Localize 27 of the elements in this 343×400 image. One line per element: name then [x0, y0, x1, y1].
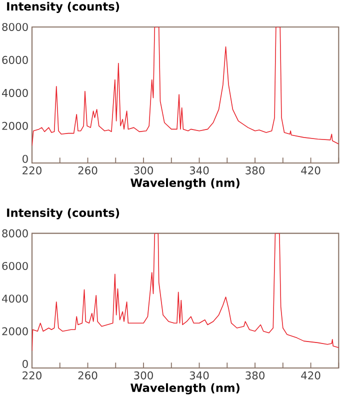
- line-series: [32, 26, 339, 146]
- x-tick-label: 300: [134, 371, 153, 380]
- x-tick-label: 340: [190, 371, 209, 380]
- y-axis-title: Intensity (counts): [7, 208, 120, 220]
- x-tick-label: 260: [78, 166, 98, 174]
- x-tick-label: 420: [301, 166, 320, 174]
- y-tick-label: 8000: [2, 229, 28, 238]
- y-tick-label: 2000: [2, 327, 28, 336]
- x-tick-label: 260: [78, 371, 98, 380]
- x-tick-label: 220: [22, 371, 42, 380]
- y-tick-label: 4000: [2, 88, 28, 97]
- y-axis-title: Intensity (counts): [7, 2, 120, 13]
- y-tick-label: 0: [22, 154, 28, 163]
- y-tick-label: 8000: [2, 22, 28, 32]
- x-tick-label: 420: [301, 371, 320, 380]
- y-tick-label: 6000: [2, 56, 28, 64]
- y-tick-label: 0: [22, 360, 28, 368]
- x-tick-label: 300: [134, 166, 153, 174]
- x-axis-title: Wavelength (nm): [130, 178, 240, 190]
- x-tick-label: 340: [190, 166, 209, 174]
- x-tick-label: 380: [246, 166, 264, 174]
- x-axis-title: Wavelength (nm): [130, 383, 240, 394]
- x-tick-label: 380: [246, 371, 264, 380]
- x-tick-label: 220: [22, 166, 42, 174]
- y-tick-label: 4000: [2, 294, 28, 303]
- y-tick-label: 2000: [2, 122, 28, 130]
- y-tick-label: 6000: [2, 262, 28, 270]
